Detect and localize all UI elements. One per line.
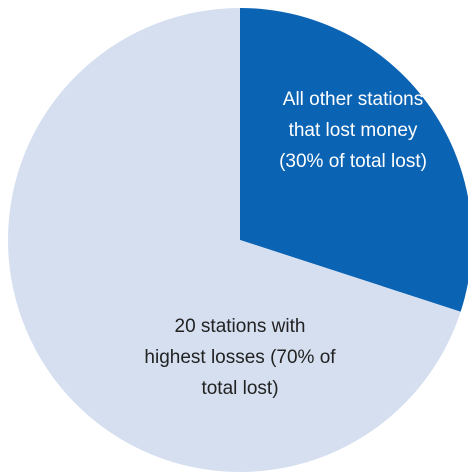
- slice-label: 20 stations with highest losses (70% of …: [144, 316, 336, 399]
- pie-slice: [7, 7, 461, 472]
- slice-label: All other stations that lost money (30% …: [279, 89, 427, 172]
- pie-slice: [240, 8, 468, 312]
